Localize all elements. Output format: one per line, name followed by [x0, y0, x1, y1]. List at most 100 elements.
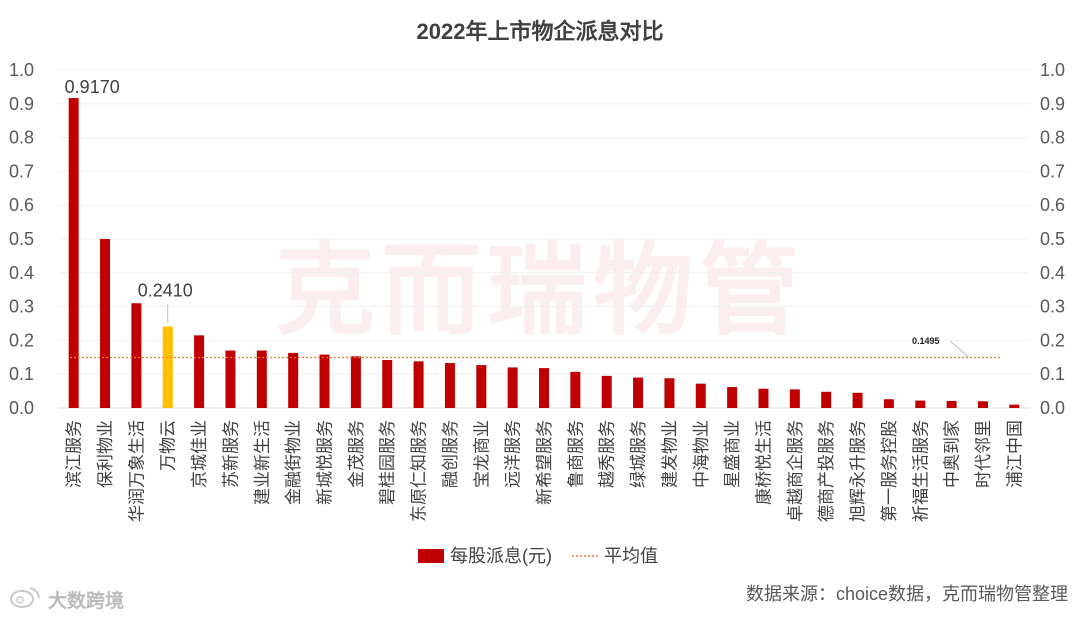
x-tick-label: 中奥到家 — [943, 420, 962, 488]
bar — [946, 400, 957, 408]
bar — [852, 392, 863, 408]
x-tick-label: 星盛商业 — [723, 420, 742, 488]
data-labels: 0.9170 0.2410 — [65, 77, 193, 323]
y-tick-label-left: 0.1 — [9, 364, 34, 384]
bar — [256, 350, 267, 408]
x-tick-label: 京城佳业 — [190, 420, 209, 488]
x-tick-label: 建发物业 — [660, 420, 679, 488]
y-tick-label-right: 0.0 — [1040, 398, 1065, 418]
x-tick-label: 越秀服务 — [598, 420, 617, 488]
bar — [162, 326, 173, 408]
bar — [789, 389, 800, 408]
bar — [821, 391, 832, 408]
bar — [288, 352, 299, 408]
bar — [1009, 404, 1020, 408]
bar — [194, 335, 205, 408]
bar — [539, 368, 549, 408]
bar — [695, 383, 706, 408]
y-tick-label-left: 0.3 — [9, 297, 34, 317]
bar — [382, 360, 393, 408]
y-tick-label-right: 0.6 — [1040, 195, 1065, 215]
x-tick-label: 建业新生活 — [253, 420, 272, 505]
x-tick-label: 保利物业 — [96, 420, 115, 488]
x-tick-label: 新城悦服务 — [316, 420, 335, 505]
bar — [444, 363, 455, 408]
x-tick-label: 祈福生活服务 — [911, 420, 930, 522]
bar — [727, 387, 738, 408]
x-tick-label: 德商产投服务 — [817, 420, 836, 522]
y-tick-label-left: 1.0 — [9, 60, 34, 80]
average-value-label: 0.1495 — [912, 336, 940, 346]
bar — [758, 388, 769, 408]
x-tick-label: 金茂服务 — [347, 420, 366, 488]
x-tick-label: 新希望服务 — [535, 420, 554, 505]
bar — [131, 303, 142, 408]
x-tick-label: 时代邻里 — [974, 420, 993, 488]
y-tick-label-left: 0.4 — [9, 263, 34, 283]
x-tick-label: 绿城服务 — [629, 420, 648, 488]
average-line-group: 0.1495 — [70, 336, 1000, 359]
y-axis-right: 0.0 0.1 0.2 0.3 0.4 0.5 0.6 0.7 0.8 0.9 1.0 — [1040, 60, 1065, 418]
x-tick-label: 旭辉永升服务 — [849, 420, 868, 522]
bar — [507, 367, 518, 408]
bar — [977, 401, 988, 408]
bar — [476, 365, 487, 408]
y-tick-label-left: 0.7 — [9, 161, 34, 181]
x-tick-label: 金融街物业 — [284, 420, 303, 505]
y-tick-label-left: 0.6 — [9, 195, 34, 215]
y-tick-label-right: 0.5 — [1040, 229, 1065, 249]
bar — [413, 361, 424, 408]
y-tick-label-left: 0.0 — [9, 398, 34, 418]
y-axis-left: 0.0 0.1 0.2 0.3 0.4 0.5 0.6 0.7 0.8 0.9 1.0 — [9, 60, 34, 418]
x-tick-label: 碧桂园服务 — [378, 420, 397, 505]
legend-average-label: 平均值 — [604, 546, 658, 566]
source-text: 数据来源：choice数据，克而瑞物管整理 — [746, 584, 1068, 604]
logo-text: 大数跨境 — [48, 589, 124, 612]
x-tick-label: 远洋服务 — [504, 420, 523, 488]
x-tick-label: 中海物业 — [692, 420, 711, 488]
y-tick-label-right: 0.1 — [1040, 364, 1065, 384]
x-tick-label: 浦江中国 — [1005, 420, 1024, 488]
x-axis-labels: 滨江服务 保利物业 华润万象生活 万物云 京城佳业 苏新服务 建业新生活 金融街物业 新城悦服务… — [65, 420, 1025, 522]
bar — [633, 377, 644, 408]
x-tick-label: 宝龙商业 — [472, 420, 491, 488]
x-tick-label: 融创服务 — [441, 420, 460, 488]
y-tick-label-right: 0.4 — [1040, 263, 1065, 283]
chart-title: 2022年上市物企派息对比 — [417, 19, 664, 44]
x-tick-label: 卓越商企服务 — [786, 420, 805, 522]
y-tick-label-left: 0.2 — [9, 330, 34, 350]
y-tick-label-right: 0.9 — [1040, 94, 1065, 114]
weibo-icon — [10, 587, 40, 608]
data-label: 0.9170 — [65, 77, 120, 97]
x-tick-label: 滨江服务 — [65, 420, 84, 488]
y-tick-label-left: 0.8 — [9, 128, 34, 148]
x-tick-label: 万物云 — [159, 420, 178, 471]
x-tick-label: 康桥悦生活 — [754, 420, 773, 505]
y-tick-label-right: 0.8 — [1040, 128, 1065, 148]
y-tick-label-right: 0.2 — [1040, 330, 1065, 350]
y-tick-label-left: 0.5 — [9, 229, 34, 249]
data-label: 0.2410 — [138, 281, 193, 301]
y-tick-label-left: 0.9 — [9, 94, 34, 114]
legend: 每股派息(元) 平均值 — [418, 546, 658, 566]
y-tick-label-right: 0.3 — [1040, 297, 1065, 317]
bar — [883, 399, 894, 408]
x-tick-label: 鲁商服务 — [566, 420, 585, 488]
watermark-text: 克而瑞物管 — [275, 235, 805, 347]
bar — [664, 378, 675, 408]
bar — [68, 98, 79, 408]
legend-bar-swatch — [418, 549, 444, 563]
y-tick-label-right: 0.7 — [1040, 161, 1065, 181]
bar — [350, 356, 361, 408]
bar — [100, 239, 111, 408]
average-leader-line — [949, 340, 969, 357]
bar — [570, 371, 581, 408]
x-tick-label: 华润万象生活 — [127, 420, 146, 522]
gridlines — [58, 69, 1030, 409]
y-tick-label-right: 1.0 — [1040, 60, 1065, 80]
x-tick-label: 东原仁知服务 — [410, 420, 429, 522]
bars — [68, 98, 1020, 408]
bar — [915, 400, 926, 408]
bar — [601, 375, 612, 408]
